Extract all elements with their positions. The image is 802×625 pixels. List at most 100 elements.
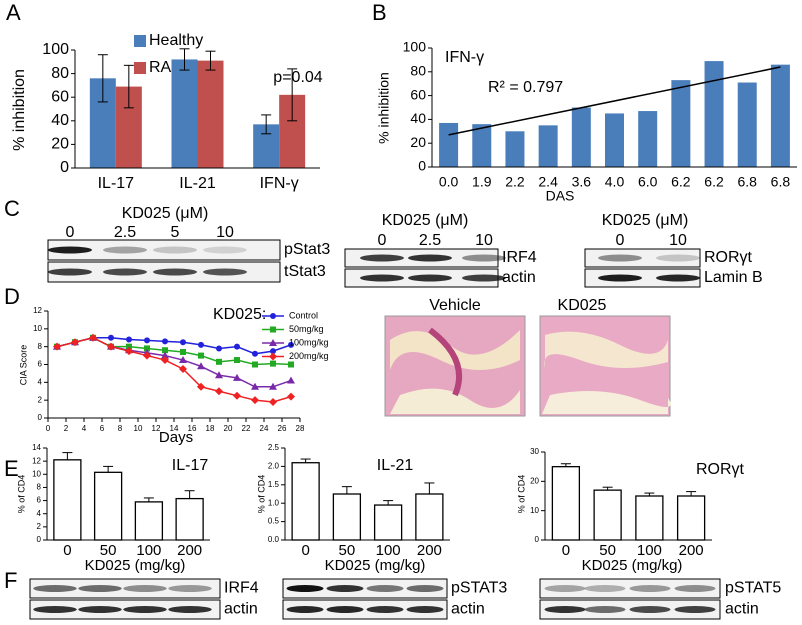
point bbox=[144, 345, 150, 352]
blot-header: KD025 (μM) bbox=[382, 212, 469, 229]
x-tick-label: 8 bbox=[118, 424, 123, 433]
point bbox=[161, 356, 169, 365]
y-tick-label: 0 bbox=[37, 535, 42, 544]
legend-marker bbox=[270, 326, 276, 333]
blot-row-label: pSTAT5 bbox=[725, 580, 781, 597]
blot-band bbox=[168, 606, 212, 613]
bar bbox=[551, 466, 581, 541]
blot-row-label: actin bbox=[451, 601, 485, 618]
y-tick-label: 10 bbox=[530, 506, 539, 515]
blot-row-label: actin bbox=[502, 269, 536, 286]
bar bbox=[197, 60, 224, 169]
x-tick-label: 4 bbox=[82, 424, 87, 433]
bar bbox=[638, 111, 658, 167]
point bbox=[162, 338, 168, 345]
bar bbox=[93, 471, 123, 541]
legend-swatch bbox=[134, 35, 146, 47]
point bbox=[269, 382, 277, 390]
y-tick-label: 20 bbox=[410, 134, 426, 150]
bar bbox=[472, 124, 492, 167]
blot-band bbox=[366, 606, 404, 613]
tissue bbox=[544, 331, 668, 369]
blot-band bbox=[286, 585, 324, 592]
blot-band bbox=[360, 274, 404, 282]
x-tick-label: 0.0 bbox=[439, 174, 459, 190]
legend-swatch bbox=[134, 62, 146, 74]
x-tick-label: IL-21 bbox=[179, 175, 216, 192]
annotation: p=0.04 bbox=[273, 69, 322, 86]
blot-band bbox=[462, 274, 506, 282]
point bbox=[162, 347, 168, 354]
point bbox=[161, 351, 169, 359]
annotation: R² = 0.797 bbox=[488, 79, 563, 96]
legend-label: 50mg/kg bbox=[289, 324, 324, 334]
bar bbox=[373, 504, 403, 541]
blot-band bbox=[78, 585, 122, 592]
x-tick-label: 1.9 bbox=[472, 174, 492, 190]
point bbox=[198, 352, 204, 359]
x-tick-label: 4.0 bbox=[605, 174, 625, 190]
x-tick-label: 0 bbox=[46, 424, 51, 433]
blot-band bbox=[48, 268, 92, 276]
y-tick-label: 0 bbox=[60, 159, 69, 176]
point bbox=[126, 336, 132, 343]
point bbox=[287, 376, 295, 384]
bar bbox=[538, 125, 558, 167]
panel-label: A bbox=[6, 0, 21, 25]
legend-title: KD025: bbox=[213, 306, 266, 323]
x-tick-label: 2 bbox=[64, 424, 69, 433]
blot-band bbox=[408, 254, 452, 262]
blot-row-label: actin bbox=[224, 601, 258, 618]
x-axis-label: KD025 (mg/kg) bbox=[582, 557, 683, 574]
lane-label: 0 bbox=[616, 232, 625, 249]
blot-band bbox=[408, 274, 452, 282]
x-tick-label: 50 bbox=[599, 542, 616, 559]
histology-images: Vehicle KD025 bbox=[384, 297, 671, 417]
blot-band bbox=[33, 606, 77, 613]
x-tick-label: 24 bbox=[260, 424, 269, 433]
point bbox=[270, 360, 276, 367]
blot-band bbox=[406, 585, 444, 592]
bar bbox=[505, 131, 525, 167]
point bbox=[216, 345, 222, 352]
blot-header: KD025 (μM) bbox=[602, 212, 689, 229]
point bbox=[233, 391, 241, 400]
y-tick-label: 8 bbox=[37, 483, 42, 492]
blot-row-label: pSTAT3 bbox=[451, 580, 507, 597]
x-tick-label: 6.8 bbox=[771, 174, 791, 190]
x-tick-label: 6 bbox=[100, 424, 105, 433]
bar bbox=[439, 122, 459, 167]
y-tick-label: 40 bbox=[51, 112, 69, 129]
lane-label: 2.5 bbox=[419, 232, 441, 249]
x-tick-label: 10 bbox=[134, 424, 143, 433]
lane-label: 5 bbox=[171, 224, 180, 241]
blot-strip bbox=[282, 599, 448, 620]
histology-caption: KD025 bbox=[558, 297, 607, 314]
bar bbox=[175, 497, 204, 541]
x-tick-label: 0 bbox=[63, 542, 71, 559]
x-tick-label: 200 bbox=[177, 542, 202, 559]
y-axis-label: % of CD4 bbox=[516, 475, 526, 514]
blot-band bbox=[48, 246, 92, 254]
tissue bbox=[542, 391, 671, 414]
x-tick-label: 200 bbox=[679, 542, 704, 559]
x-tick-label: 3.6 bbox=[572, 174, 592, 190]
x-tick-label: 0 bbox=[562, 542, 570, 559]
y-tick-label: 0 bbox=[38, 413, 43, 422]
bar bbox=[571, 107, 591, 167]
point bbox=[125, 347, 133, 356]
y-tick-label: 80 bbox=[51, 65, 69, 82]
y-tick-label: 10 bbox=[32, 469, 41, 478]
y-tick-label: 0 bbox=[418, 158, 426, 174]
y-tick-label: 0.0 bbox=[268, 535, 280, 544]
chart-title: IL-21 bbox=[377, 457, 414, 474]
histology-caption: Vehicle bbox=[429, 297, 481, 314]
blot-band bbox=[168, 585, 212, 592]
x-tick-label: IFN-γ bbox=[260, 175, 299, 192]
blot-band bbox=[203, 246, 247, 254]
x-tick-label: 0 bbox=[301, 542, 309, 559]
bar bbox=[676, 495, 706, 541]
blot-band bbox=[326, 585, 364, 592]
blot-row-label: actin bbox=[725, 601, 759, 618]
y-axis-label: % of CD4 bbox=[16, 475, 26, 514]
